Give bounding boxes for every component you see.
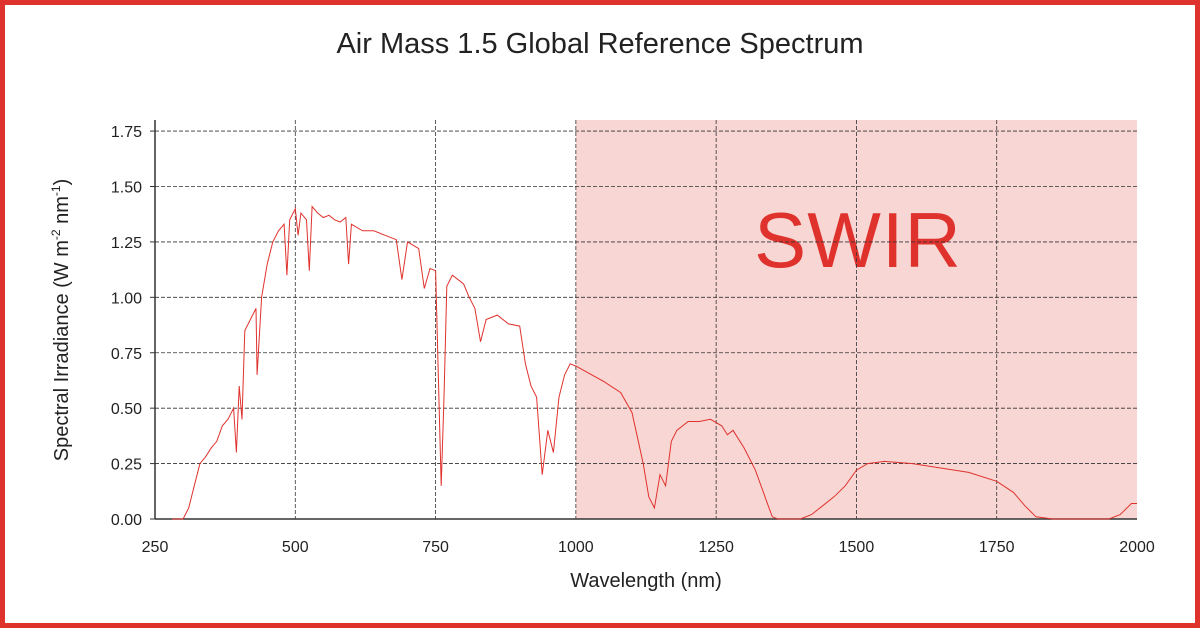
y-tick-label: 1.50	[111, 180, 142, 197]
y-tick-label: 0.25	[111, 457, 142, 474]
x-tick-label: 500	[282, 539, 309, 556]
swir-label: SWIR	[754, 196, 962, 284]
x-tick-label: 2000	[1119, 539, 1155, 556]
y-tick-label: 0.00	[111, 512, 142, 529]
chart-title: Air Mass 1.5 Global Reference Spectrum	[336, 28, 864, 60]
y-axis-label-part: nm	[51, 196, 73, 229]
y-tick-label: 1.25	[111, 235, 142, 252]
y-axis-label: Spectral Irradiance (W m-2 nm-1)	[49, 179, 73, 462]
x-tick-label: 250	[142, 539, 169, 556]
y-tick-label: 1.75	[111, 124, 142, 141]
y-tick-label: 0.75	[111, 346, 142, 363]
y-tick-label: 0.50	[111, 401, 142, 418]
x-tick-label: 1750	[979, 539, 1015, 556]
y-axis-label-part: )	[51, 179, 73, 186]
y-axis-label-part: -2	[49, 229, 63, 240]
x-tick-label: 1000	[558, 539, 594, 556]
spectrum-line	[171, 205, 1137, 520]
x-tick-label: 750	[422, 539, 449, 556]
y-tick-label: 1.00	[111, 290, 142, 307]
x-tick-label: 1250	[698, 539, 734, 556]
y-axis-label-part: Spectral Irradiance (W m	[51, 240, 73, 461]
x-tick-label: 1500	[839, 539, 875, 556]
y-axis-label-part: -1	[49, 185, 63, 196]
x-axis-label: Wavelength (nm)	[570, 570, 722, 592]
